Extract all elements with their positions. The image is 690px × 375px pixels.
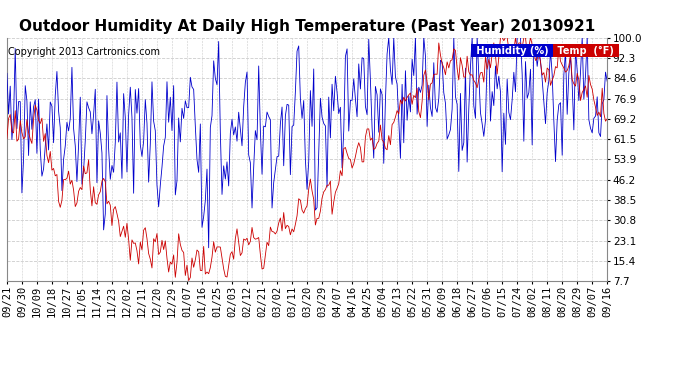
Text: Temp  (°F): Temp (°F) [554, 46, 618, 56]
Text: Copyright 2013 Cartronics.com: Copyright 2013 Cartronics.com [8, 47, 160, 57]
Title: Outdoor Humidity At Daily High Temperature (Past Year) 20130921: Outdoor Humidity At Daily High Temperatu… [19, 18, 595, 33]
Text: Humidity (%): Humidity (%) [473, 46, 551, 56]
